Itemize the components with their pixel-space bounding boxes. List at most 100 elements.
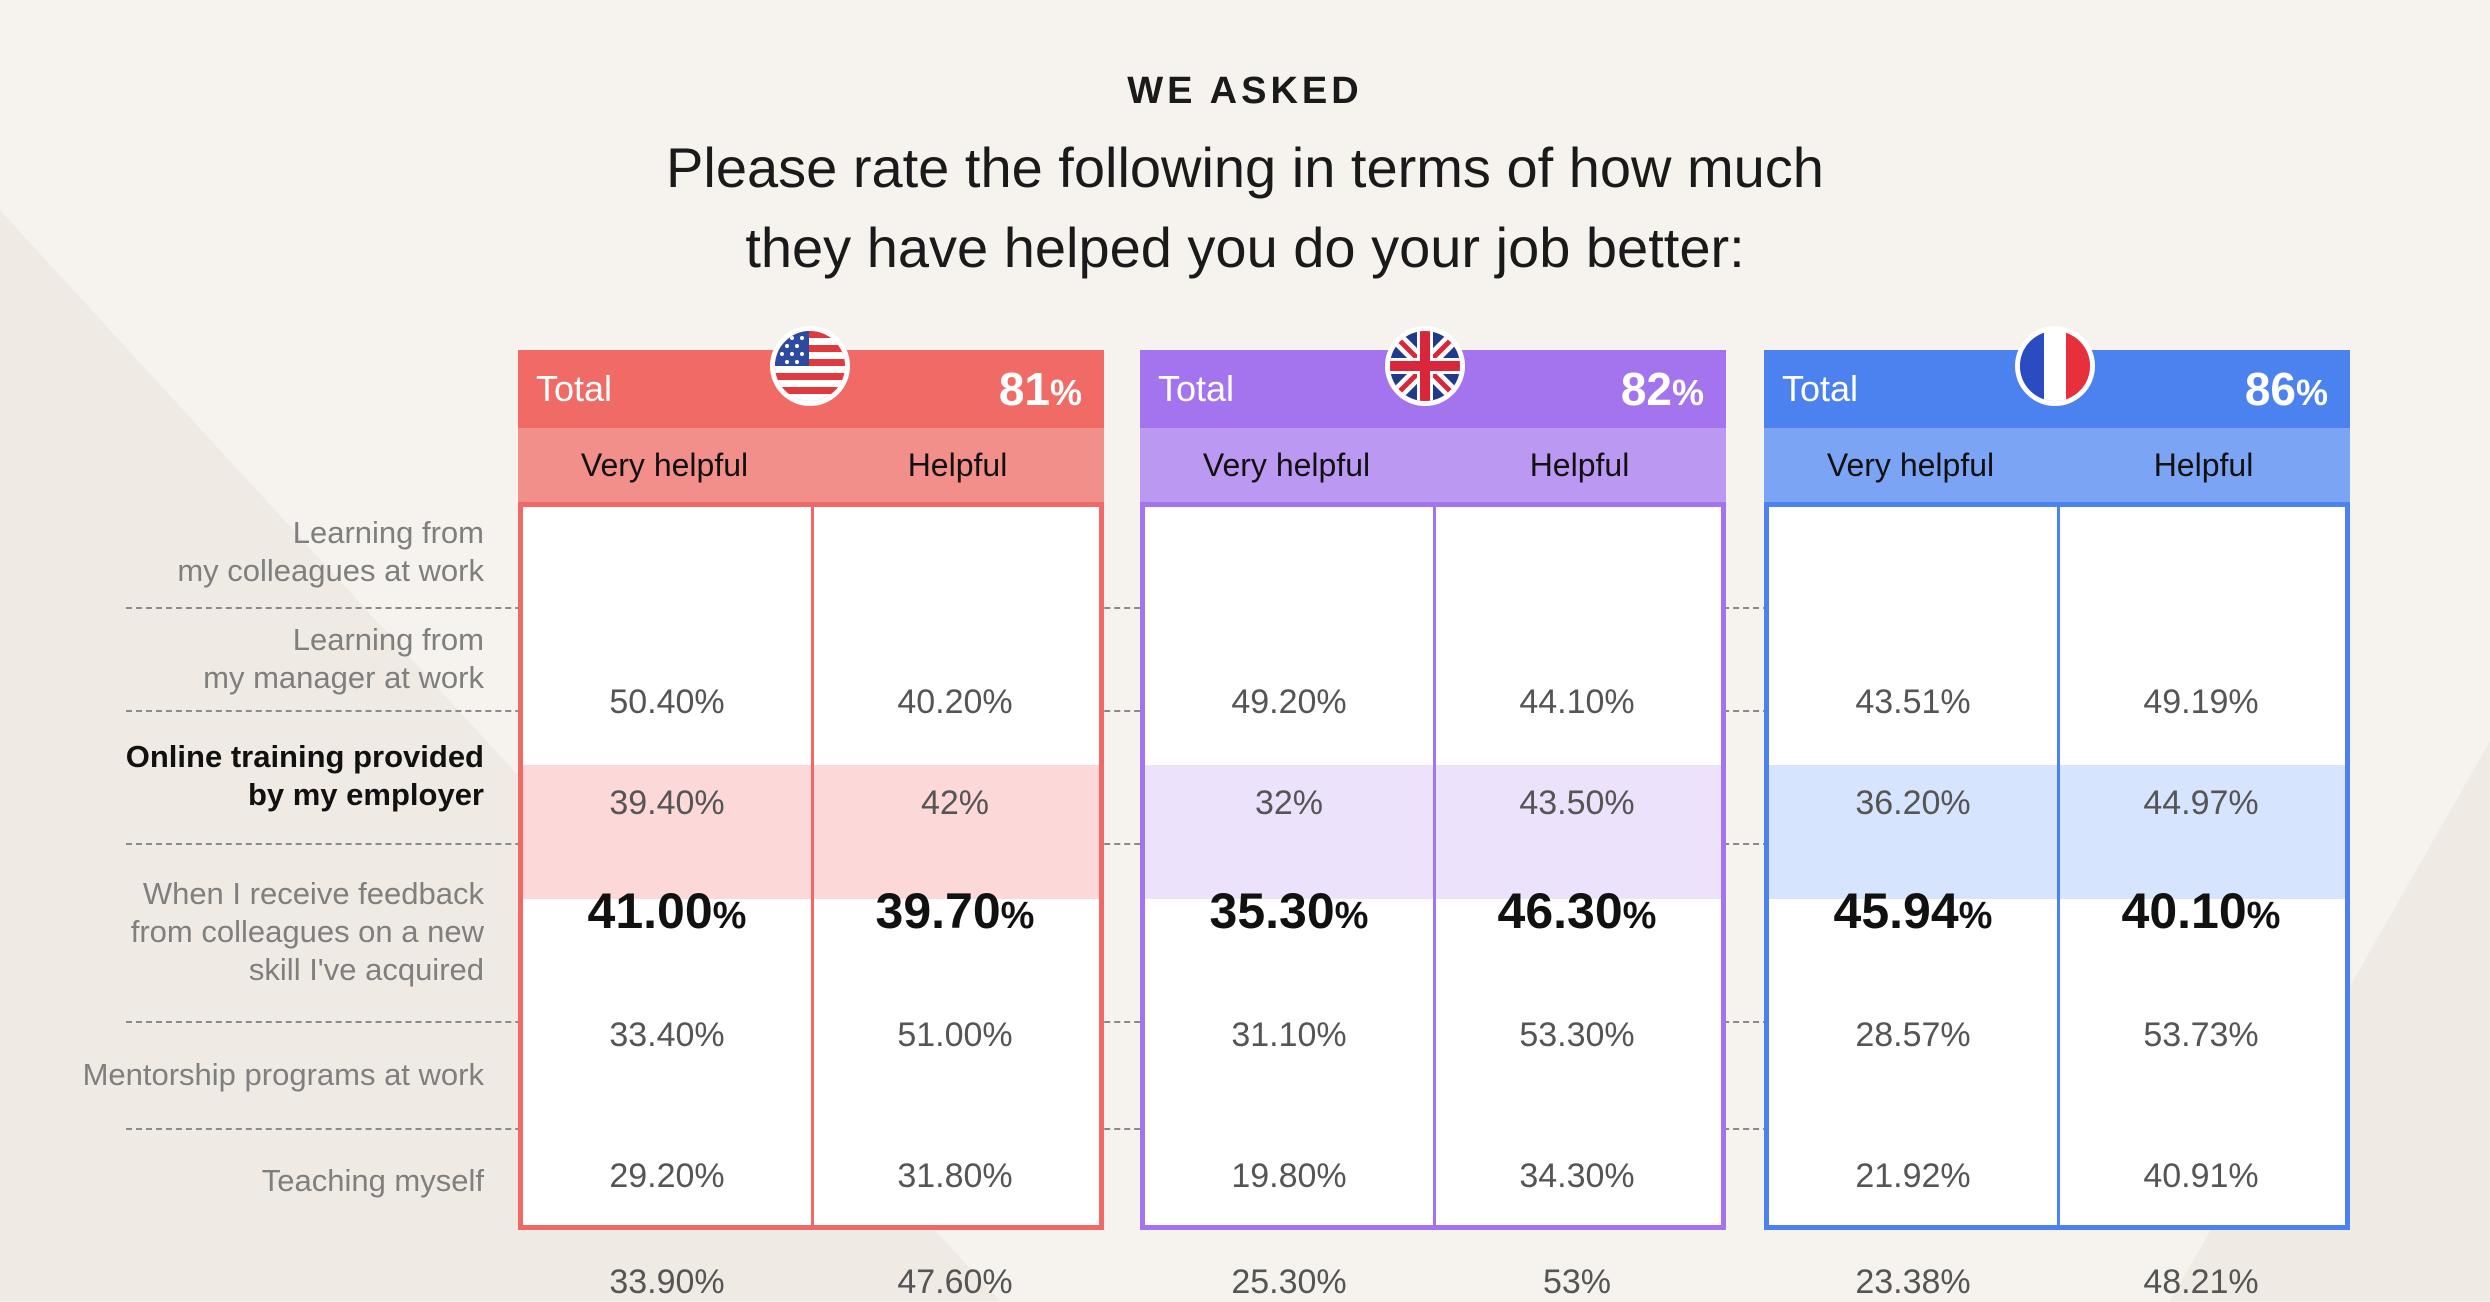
column-headers: Very helpful Helpful bbox=[518, 428, 1104, 502]
table-body: 49.20% 44.10% 32% 43.50% 35.30% 46.30% 31.10% 5… bbox=[1140, 502, 1726, 1301]
total-number: 82 bbox=[1620, 363, 1672, 415]
row-label-line: from colleagues on a new bbox=[130, 914, 484, 949]
column-divider bbox=[811, 507, 814, 1225]
table-france: Total 86% Very helpful Helpful 43.51% 49.19% 3… bbox=[1764, 350, 2350, 1301]
cell-unit: % bbox=[1000, 895, 1035, 937]
table-cell: 49.20% bbox=[1231, 683, 1347, 721]
row-label-line: When I receive feedback bbox=[142, 876, 484, 911]
table-cell: 40.91% bbox=[2143, 1157, 2259, 1195]
table-cell: 49.19% bbox=[2143, 683, 2259, 721]
table-cell: 21.92% bbox=[1855, 1157, 1971, 1195]
row-label-line: skill I've acquired bbox=[248, 952, 484, 987]
table-cell-highlight: 45.94% bbox=[1769, 882, 2057, 940]
column-headers: Very helpful Helpful bbox=[1140, 428, 1726, 502]
table-cell: 23.38% bbox=[1855, 1263, 1971, 1301]
total-label: Total bbox=[1158, 368, 1235, 409]
table-cell-highlight: 41.00% bbox=[523, 882, 811, 940]
total-unit: % bbox=[1671, 372, 1704, 413]
table-cell: 53.30% bbox=[1519, 1016, 1635, 1054]
row-label-mentorship: Mentorship programs at work bbox=[24, 1056, 484, 1094]
column-header-very-helpful: Very helpful bbox=[1202, 447, 1371, 483]
column-header-helpful: Helpful bbox=[1529, 447, 1630, 483]
cell-unit: % bbox=[1334, 895, 1369, 937]
column-header-helpful: Helpful bbox=[2153, 447, 2254, 483]
total-value: 86% bbox=[2245, 362, 2328, 416]
column-divider bbox=[2057, 507, 2060, 1225]
column-divider bbox=[1433, 507, 1436, 1225]
row-label-line: Mentorship programs at work bbox=[82, 1057, 484, 1092]
uk-flag-icon bbox=[1385, 326, 1465, 406]
total-label: Total bbox=[536, 368, 613, 409]
table-cell: 44.97% bbox=[2143, 784, 2259, 822]
table-cell-highlight: 39.70% bbox=[811, 882, 1099, 940]
table-cell: 25.30% bbox=[1231, 1263, 1347, 1301]
table-uk: Total 82% Very helpful Helpful 49.20% 44.10% 3… bbox=[1140, 350, 1726, 1301]
total-unit: % bbox=[2295, 372, 2328, 413]
total-value: 81% bbox=[999, 362, 1082, 416]
table-cell: 43.51% bbox=[1855, 683, 1971, 721]
france-flag-icon bbox=[2015, 326, 2095, 406]
row-label-line: Online training provided bbox=[125, 739, 484, 774]
column-headers: Very helpful Helpful bbox=[1764, 428, 2350, 502]
cell-value: 41.00 bbox=[587, 883, 713, 939]
table-cell: 33.90% bbox=[609, 1263, 725, 1301]
cell-value: 45.94 bbox=[1833, 883, 1959, 939]
table-cell: 51.00% bbox=[897, 1016, 1013, 1054]
cell-unit: % bbox=[2246, 895, 2281, 937]
table-cell: 29.20% bbox=[609, 1157, 725, 1195]
row-label-line: Teaching myself bbox=[261, 1163, 484, 1198]
column-header-helpful: Helpful bbox=[907, 447, 1008, 483]
table-cell: 31.10% bbox=[1231, 1016, 1347, 1054]
table-cell: 48.21% bbox=[2143, 1263, 2259, 1301]
table-body: 43.51% 49.19% 36.20% 44.97% 45.94% 40.10% 28.5… bbox=[1764, 502, 2350, 1301]
page-title: Please rate the following in terms of ho… bbox=[0, 128, 2490, 288]
total-number: 81 bbox=[998, 363, 1050, 415]
cell-value: 39.70 bbox=[875, 883, 1001, 939]
total-label: Total bbox=[1782, 368, 1859, 409]
title-line-1: Please rate the following in terms of ho… bbox=[666, 136, 1824, 199]
cell-unit: % bbox=[1622, 895, 1657, 937]
table-cell: 36.20% bbox=[1855, 784, 1971, 822]
us-flag-icon bbox=[770, 326, 850, 406]
table-body: 50.40% 40.20% 39.40% 42% 41.00% 39.70% 33.40% 5… bbox=[518, 502, 1104, 1301]
table-cell-highlight: 46.30% bbox=[1433, 882, 1721, 940]
total-value: 82% bbox=[1621, 362, 1704, 416]
row-label-line: Learning from bbox=[292, 515, 484, 550]
table-cell: 50.40% bbox=[609, 683, 725, 721]
row-label-line: by my employer bbox=[247, 777, 484, 812]
table-us: Total 81% Very helpful Helpful 50.40% 40.20% 3… bbox=[518, 350, 1104, 1301]
column-header-very-helpful: Very helpful bbox=[1826, 447, 1995, 483]
table-cell: 53% bbox=[1542, 1263, 1612, 1301]
cell-value: 46.30 bbox=[1497, 883, 1623, 939]
table-cell: 53.73% bbox=[2143, 1016, 2259, 1054]
total-unit: % bbox=[1049, 372, 1082, 413]
cell-value: 40.10 bbox=[2121, 883, 2247, 939]
table-cell: 43.50% bbox=[1519, 784, 1635, 822]
table-cell-highlight: 40.10% bbox=[2057, 882, 2345, 940]
kicker: WE ASKED bbox=[1127, 70, 1363, 112]
total-number: 86 bbox=[2244, 363, 2296, 415]
table-cell: 33.40% bbox=[609, 1016, 725, 1054]
row-label-colleagues: Learning from my colleagues at work bbox=[24, 514, 484, 590]
table-cell: 34.30% bbox=[1519, 1157, 1635, 1195]
table-cell: 19.80% bbox=[1231, 1157, 1347, 1195]
table-cell: 42% bbox=[920, 784, 990, 822]
column-header-very-helpful: Very helpful bbox=[580, 447, 749, 483]
row-label-online-training: Online training provided by my employer bbox=[24, 738, 484, 814]
title-line-2: they have helped you do your job better: bbox=[745, 216, 1745, 279]
row-label-line: my colleagues at work bbox=[177, 553, 484, 588]
table-cell: 47.60% bbox=[897, 1263, 1013, 1301]
table-cell: 28.57% bbox=[1855, 1016, 1971, 1054]
table-cell: 44.10% bbox=[1519, 683, 1635, 721]
table-cell: 31.80% bbox=[897, 1157, 1013, 1195]
row-label-line: Learning from bbox=[292, 622, 484, 657]
cell-value: 35.30 bbox=[1209, 883, 1335, 939]
cell-unit: % bbox=[1958, 895, 1993, 937]
row-label-feedback: When I receive feedback from colleagues … bbox=[24, 875, 484, 989]
row-label-teaching-myself: Teaching myself bbox=[24, 1162, 484, 1200]
table-cell: 32% bbox=[1254, 784, 1324, 822]
row-label-manager: Learning from my manager at work bbox=[24, 621, 484, 697]
table-cell-highlight: 35.30% bbox=[1145, 882, 1433, 940]
cell-unit: % bbox=[712, 895, 747, 937]
table-cell: 40.20% bbox=[897, 683, 1013, 721]
